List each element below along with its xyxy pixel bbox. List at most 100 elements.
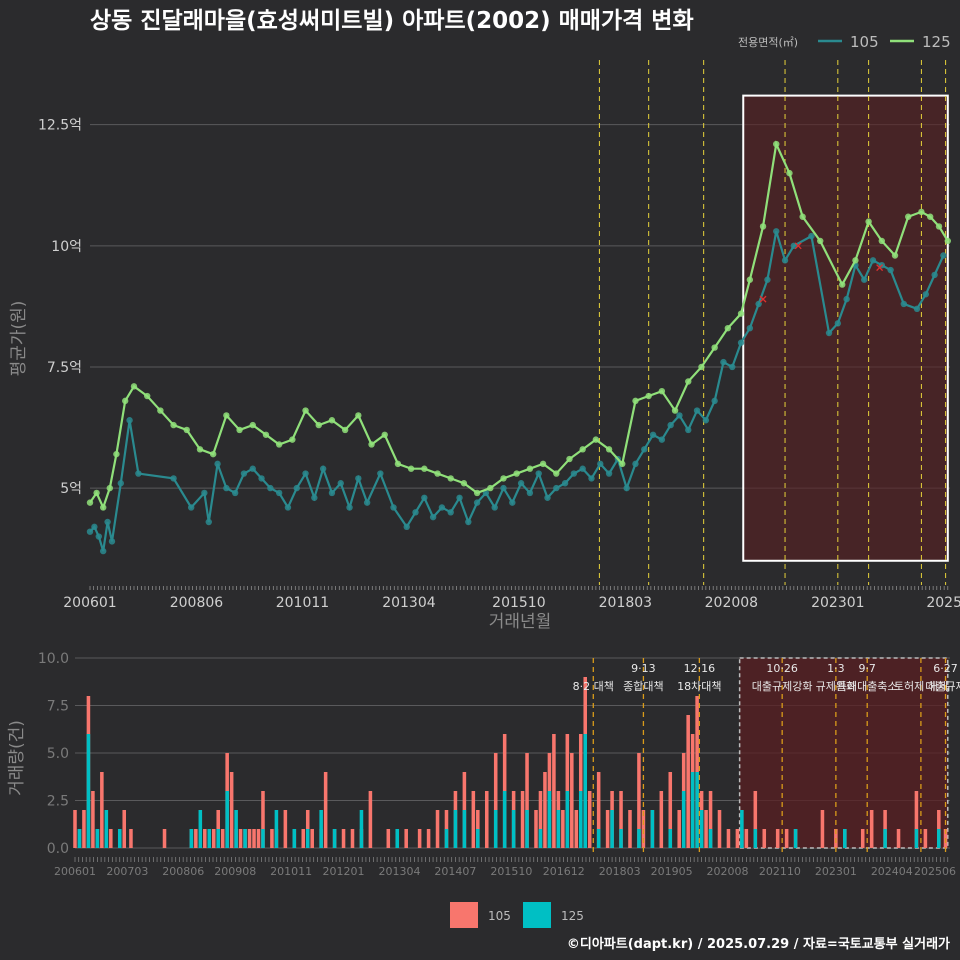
bar-105 [238,829,243,848]
series-point-105 [913,305,921,313]
series-point-105 [86,528,94,535]
series-point-125 [460,480,468,487]
bar-125 [95,829,100,848]
series-point-125 [553,470,560,477]
policy-label-date: 6·27 [933,662,958,675]
series-point-105 [311,494,318,501]
legend-top-title: 전용면적(㎡) [738,36,798,49]
lower-x-tick-label: 201011 [270,865,312,878]
lower-x-tick-label: 202008 [707,865,749,878]
upper-x-tick-label: 201011 [276,595,329,611]
series-point-125 [249,421,256,429]
upper-y-tick-label: 10억 [51,239,82,255]
series-point-125 [724,324,732,332]
bar-105 [91,791,95,848]
series-point-125 [865,218,872,225]
policy-label-name: 특례대출축소 [837,680,898,693]
series-point-125 [341,426,349,434]
series-point-125 [473,489,481,497]
series-point-105 [702,417,710,424]
bar-105 [426,829,431,848]
series-point-105 [526,489,534,497]
series-point-105 [135,470,142,477]
series-point-105 [825,329,833,337]
series-point-105 [544,494,551,501]
lower-x-tick-label: 201803 [599,865,641,878]
series-point-125 [698,363,705,371]
bar-125 [332,829,337,848]
series-point-125 [592,436,600,443]
bar-105 [735,829,740,848]
upper-y-tick-label: 12.5억 [38,118,82,134]
bar-125 [117,829,122,848]
upper-x-axis-label: 거래년월 [489,612,552,632]
series-point-125 [746,276,754,283]
series-point-125 [394,460,402,468]
series-point-125 [223,412,230,419]
series-point-125 [407,465,415,472]
series-point-105 [91,523,98,531]
bar-105 [323,772,328,848]
bar-105 [435,810,440,848]
bar-105 [162,829,167,848]
series-point-125 [526,465,534,472]
lower-y-tick-label: 2.5 [47,794,69,810]
bar-125 [914,829,919,848]
series-point-105 [473,499,481,506]
highlight-marker-stroke [876,264,884,272]
bar-125 [493,810,498,848]
series-point-125 [927,213,934,220]
series-point-105 [755,300,762,308]
bar-105 [100,772,104,848]
series-point-105 [95,533,102,540]
bar-125 [937,829,941,848]
bar-105 [386,829,391,848]
series-point-125 [130,383,138,390]
series-point-125 [905,213,912,220]
series-point-105 [117,480,124,487]
bar-105 [270,829,274,848]
bar-105 [82,810,86,848]
bar-105 [708,791,713,848]
series-point-105 [284,504,292,511]
series-point-125 [539,460,547,468]
bar-125 [556,810,561,848]
series-point-105 [231,489,239,497]
policy-label-date: 1·3 [827,662,845,675]
bar-105 [129,829,133,848]
policy-label-name: 규제완화 [816,680,856,693]
upper-x-tick-label: 2025 [926,595,960,611]
bar-105 [543,772,547,848]
series-point-105 [201,489,208,497]
legend-bottom-swatch-125 [523,902,551,928]
lower-x-tick-label: 200703 [106,865,148,878]
bar-125 [198,810,203,848]
bar-105 [784,829,789,848]
bar-125 [104,810,109,848]
series-point-125 [817,237,824,245]
bar-125 [637,829,641,848]
bar-125 [883,829,887,848]
policy-label-name: 토허제 해제 [894,679,948,693]
bar-125 [189,829,194,848]
highlight-marker [794,242,802,250]
bar-105 [552,734,556,848]
series-point-105 [240,470,248,477]
bar-125 [596,829,601,848]
series-point-105 [553,484,560,492]
series-point-105 [685,426,692,434]
series-point-105 [187,504,195,511]
bar-105 [229,772,234,848]
series-line-105 [89,230,945,552]
series-point-105 [447,509,454,516]
legend-top-label-125: 125 [922,33,951,51]
bar-105 [220,829,225,848]
series-point-125 [513,470,520,477]
series-point-105 [249,465,256,472]
series-point-105 [834,320,842,327]
upper-y-tick-label: 5억 [60,481,82,497]
bar-105 [538,791,543,848]
series-point-105 [170,475,177,482]
bar-125 [395,829,400,848]
series-point-105 [517,480,525,487]
